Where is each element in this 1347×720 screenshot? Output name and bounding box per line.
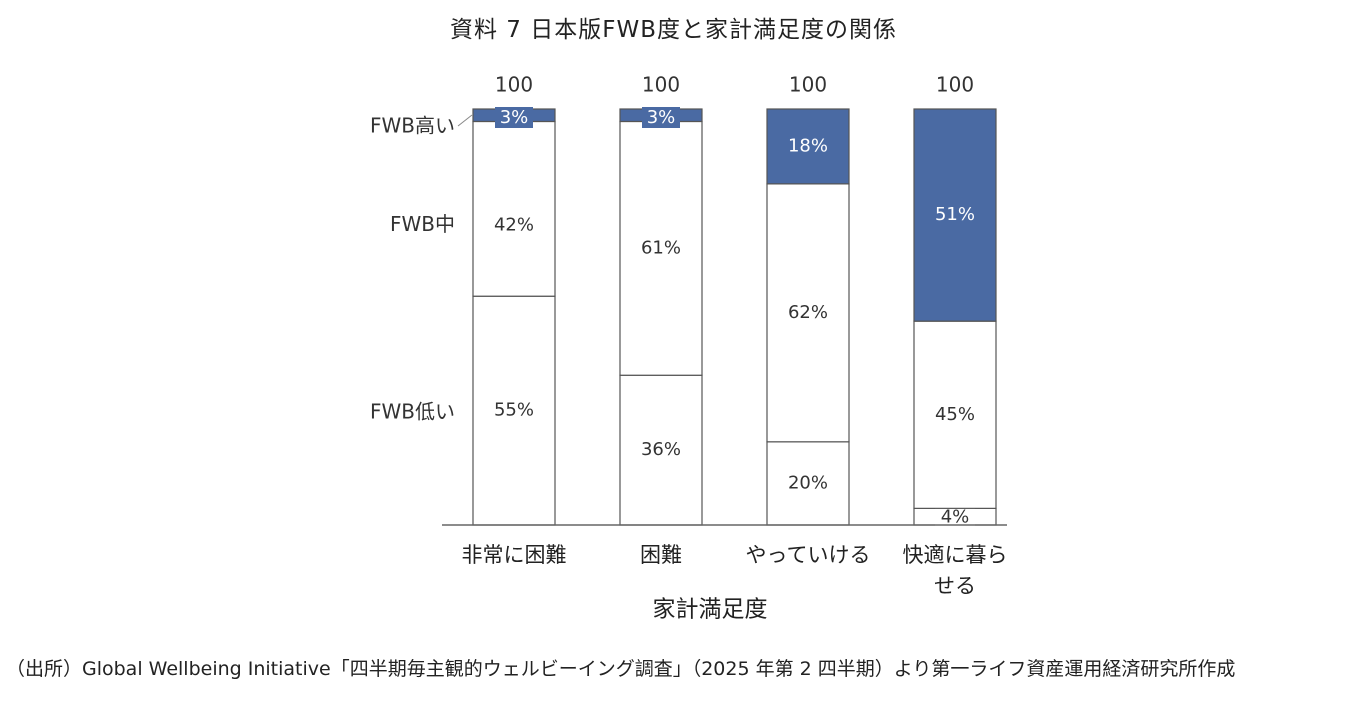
- bar-segment: [913, 108, 997, 322]
- bar-segment: [766, 183, 850, 443]
- bar-total-label: 100: [789, 73, 827, 97]
- series-label: FWB高い: [370, 114, 455, 138]
- bar-value-label: 20%: [788, 472, 828, 493]
- series-label-leader: [457, 114, 473, 127]
- x-tick-label: 快適に暮ら: [903, 543, 1008, 567]
- series-label: FWB低い: [370, 400, 455, 424]
- bar-segment: [766, 108, 850, 185]
- bar-total-label: 100: [495, 73, 533, 97]
- x-tick-label: 非常に困難: [462, 543, 567, 567]
- bar-value-label: 51%: [935, 204, 975, 225]
- bar-segment: [472, 295, 556, 526]
- bar-segment: [619, 120, 703, 376]
- bar-value-label: 18%: [788, 135, 828, 156]
- stacked-bar-chart: 55% 42% 3% 100 非常に困難 36% 61% 3% 100 困難 20% 62% 18% 10…: [370, 73, 1008, 623]
- x-tick-label: せる: [934, 574, 976, 598]
- series-label: FWB中: [390, 212, 455, 236]
- bar-value-label: 3%: [500, 107, 529, 128]
- chart-title: 資料 7 日本版FWB度と家計満足度の関係: [449, 17, 897, 43]
- bar-total-label: 100: [642, 73, 680, 97]
- x-tick-label: 困難: [640, 543, 682, 567]
- x-axis-title: 家計満足度: [653, 597, 768, 623]
- bar-segment: [472, 120, 556, 297]
- bar-label-tab: [642, 107, 680, 128]
- bar-segment: [766, 441, 850, 526]
- bar-value-label: 42%: [494, 214, 534, 235]
- bar-value-label: 55%: [494, 400, 534, 421]
- bar-total-label: 100: [936, 73, 974, 97]
- bar-value-label: 36%: [641, 439, 681, 460]
- x-tick-label: やっていける: [746, 543, 871, 567]
- bar-segment: [619, 374, 703, 526]
- bar-label-tab: [495, 107, 533, 128]
- source-note: （出所）Global Wellbeing Initiative「四半期毎主観的ウ…: [6, 658, 1236, 680]
- bar-value-label: 3%: [647, 107, 676, 128]
- bar-value-label: 61%: [641, 237, 681, 258]
- bar-value-label: 62%: [788, 302, 828, 323]
- bar-value-label: 4%: [941, 506, 970, 527]
- bar-value-label: 45%: [935, 404, 975, 425]
- bar-segment: [913, 320, 997, 509]
